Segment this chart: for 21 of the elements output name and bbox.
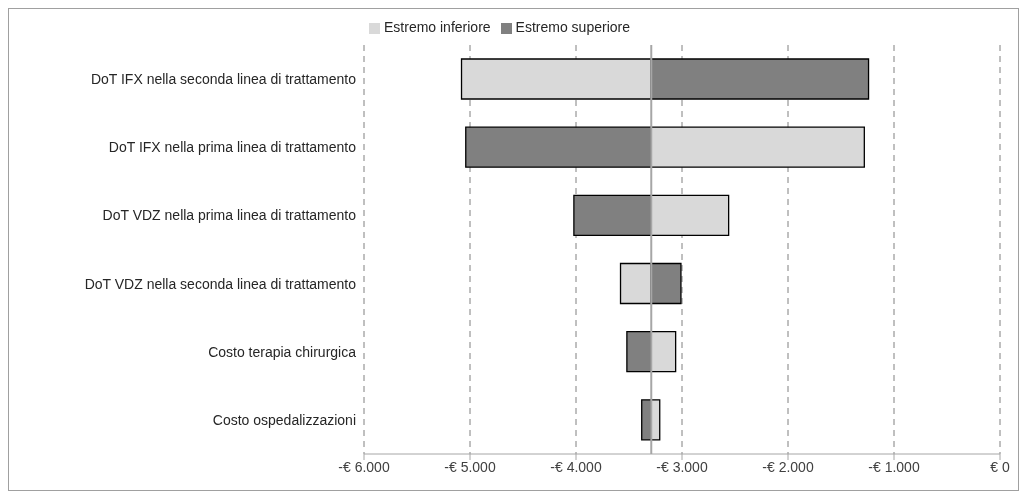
bar: [650, 194, 730, 236]
bar: [460, 58, 652, 100]
x-tick-label: -€ 6.000: [338, 458, 390, 475]
y-tick-label: DoT IFX nella prima linea di trattamento: [108, 139, 357, 156]
legend-label: Estremo superiore: [515, 19, 630, 35]
bar: [619, 262, 652, 305]
x-tick-label: -€ 5.000: [444, 458, 496, 475]
x-tick-label: -€ 3.000: [656, 458, 708, 475]
y-tick-label: Costo terapia chirurgica: [208, 343, 357, 360]
y-tick-label: DoT VDZ nella seconda linea di trattamento: [84, 275, 357, 292]
y-tick-label: DoT VDZ nella prima linea di trattamento: [102, 207, 357, 224]
bar: [626, 331, 652, 373]
x-tick-label: -€ 1.000: [868, 458, 920, 475]
legend-label: Estremo inferiore: [384, 19, 491, 35]
y-tick-label: Costo ospedalizzazioni: [212, 411, 356, 428]
y-tick-label: DoT IFX nella seconda linea di trattamento: [90, 71, 357, 88]
x-tick-label: -€ 4.000: [550, 458, 602, 475]
x-tick-label: -€ 2.000: [762, 458, 814, 475]
x-tick-label: € 0: [990, 458, 1010, 475]
bar: [650, 331, 677, 373]
bar: [650, 126, 865, 168]
